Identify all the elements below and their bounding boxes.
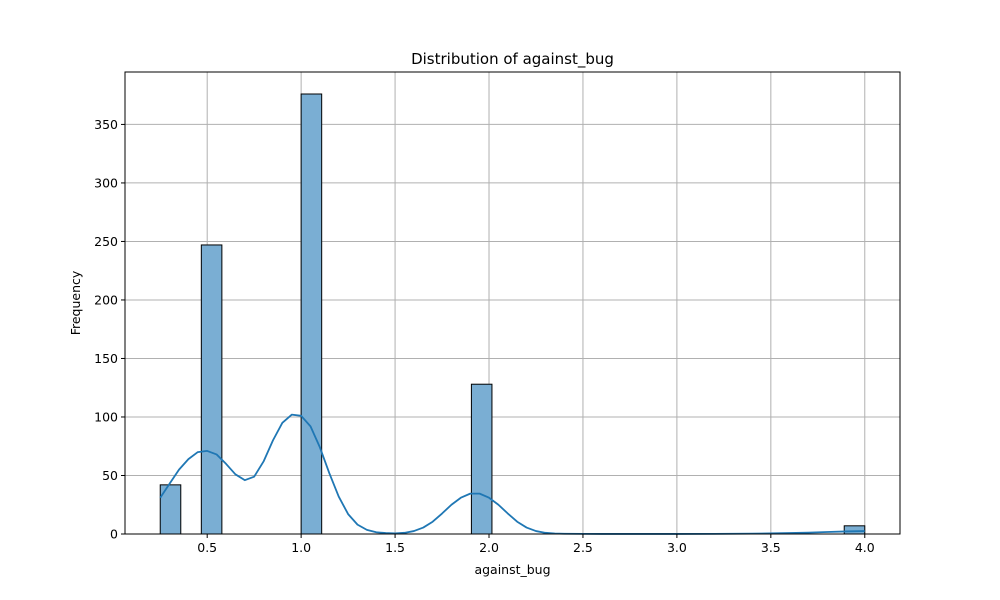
histogram-bar: [843, 525, 866, 535]
x-tick-label: 2.0: [479, 540, 499, 555]
y-tick-label: 300: [94, 175, 118, 190]
histogram-bar: [200, 244, 223, 535]
x-tick-label: 3.5: [761, 540, 781, 555]
histogram-bar: [470, 383, 493, 535]
chart-title: Distribution of against_bug: [411, 50, 614, 69]
x-tick-label: 4.0: [855, 540, 875, 555]
x-tick-label: 2.5: [573, 540, 593, 555]
y-tick-label: 0: [110, 527, 118, 542]
ticks-layer: 0.5 1.0 1.5 2.0 2.5 3.0 3.5 4.0 0 50 100 150 200 250 3…: [94, 117, 875, 555]
histogram-bar: [300, 93, 323, 535]
plot-frame: [124, 71, 901, 535]
x-axis-label: against_bug: [474, 562, 550, 577]
y-tick-label: 150: [94, 351, 118, 366]
x-tick-label: 1.5: [385, 540, 405, 555]
y-axis-label: Frequency: [68, 270, 83, 335]
x-tick-label: 3.0: [667, 540, 687, 555]
x-tick-label: 0.5: [197, 540, 217, 555]
y-tick-label: 250: [94, 234, 118, 249]
x-tick-label: 1.0: [291, 540, 311, 555]
y-tick-label: 100: [94, 409, 118, 424]
y-tick-label: 50: [102, 468, 118, 483]
y-tick-label: 350: [94, 117, 118, 132]
y-tick-label: 200: [94, 292, 118, 307]
